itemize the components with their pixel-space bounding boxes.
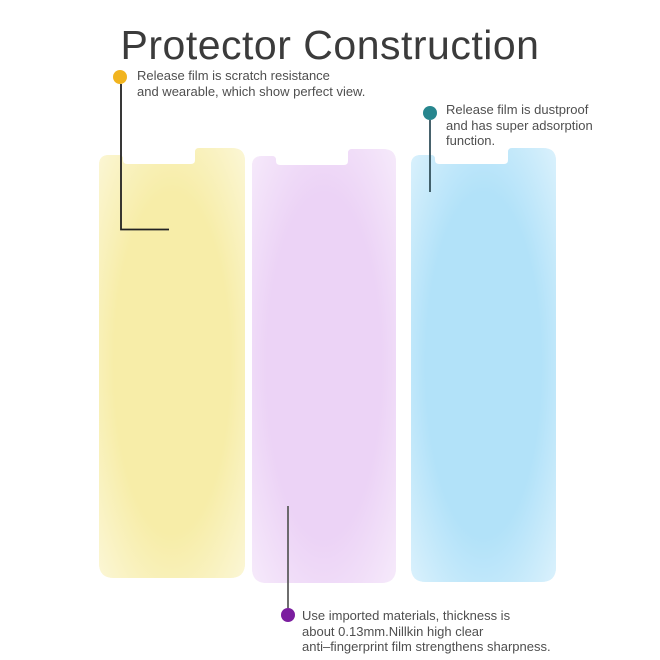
- annotation-line: anti–fingerprint film strengthens sharpn…: [302, 639, 551, 654]
- annotation-line: function.: [446, 133, 496, 148]
- annotation-line: Release film is scratch resistance: [137, 68, 330, 83]
- page-title: Protector Construction: [120, 22, 540, 69]
- film-layer-blue-sheen: [411, 148, 556, 582]
- film-layer-yellow-sheen: [99, 148, 245, 578]
- bullet-dot-teal: [423, 106, 437, 120]
- annotation-line: Release film is dustproof: [446, 102, 589, 117]
- annotation-release-film-back: Release film is dustproof and has super …: [446, 102, 593, 149]
- annotation-line: and wearable, which show perfect view.: [137, 83, 366, 99]
- annotation-line: Use imported materials, thickness is: [302, 608, 511, 623]
- bullet-dot-yellow: [113, 70, 127, 84]
- annotation-anti-fingerprint-film: Use imported materials, thickness is abo…: [302, 608, 551, 655]
- annotation-line: about 0.13mm.Nillkin high clear: [302, 623, 484, 639]
- leader-line-yellow: [120, 84, 169, 231]
- annotation-line: and has super adsorption: [446, 117, 593, 133]
- bullet-dot-purple: [281, 608, 295, 622]
- film-layer-purple-sheen: [252, 149, 396, 583]
- annotation-release-film-front: Release film is scratch resistance and w…: [137, 68, 365, 99]
